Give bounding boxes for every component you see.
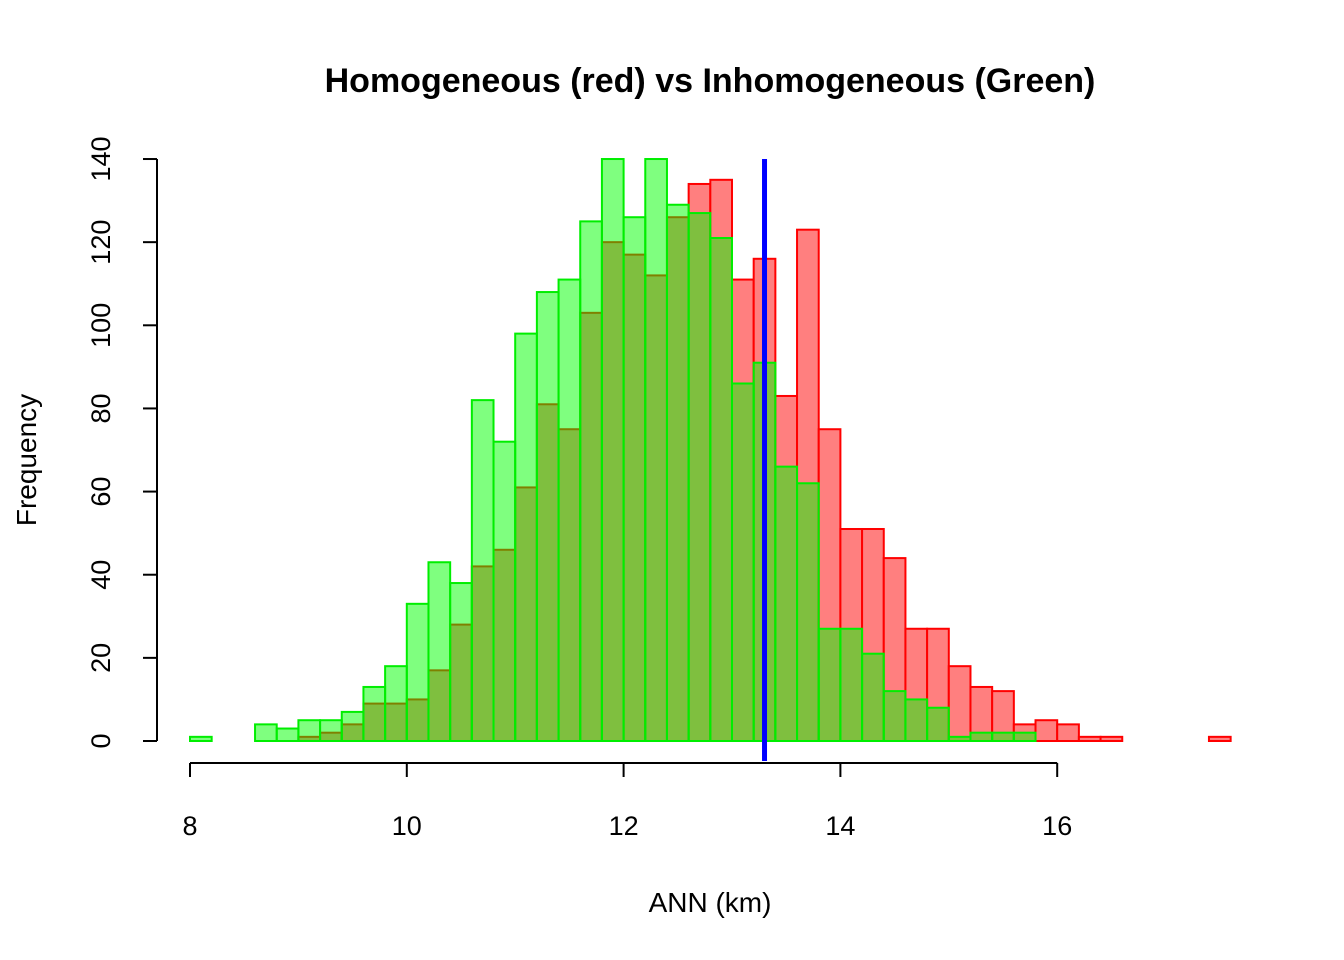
inhomogeneous-bar [297,719,322,743]
y-tick-label: 120 [86,220,116,265]
homogeneous-bar [1034,719,1059,743]
y-tick-label: 140 [86,136,116,181]
inhomogeneous-bar [275,727,300,742]
y-axis-label: Frequency [11,394,42,526]
inhomogeneous-bar [861,652,885,742]
inhomogeneous-series [189,158,1037,743]
y-tick-label: 80 [86,393,116,423]
homogeneous-bar [1077,735,1102,743]
inhomogeneous-bar [687,212,712,743]
inhomogeneous-bar [492,440,517,742]
inhomogeneous-bar [600,158,625,742]
inhomogeneous-bar [882,690,907,743]
inhomogeneous-bar [665,203,690,742]
x-tick-label: 10 [392,811,422,841]
y-tick-label: 60 [86,477,116,507]
inhomogeneous-bar [926,706,950,743]
inhomogeneous-bar [709,237,734,743]
homogeneous-bar [947,665,972,743]
inhomogeneous-bar [817,627,842,742]
inhomogeneous-bar [340,710,365,743]
inhomogeneous-bar [427,561,452,743]
inhomogeneous-bar [969,731,994,742]
x-tick-label: 14 [825,811,855,841]
x-axis: 8 10 12 14 16 [182,762,1072,841]
y-tick-label: 40 [86,560,116,590]
inhomogeneous-bar [904,698,929,742]
inhomogeneous-bar [774,465,799,742]
y-tick-label: 20 [86,643,116,673]
y-axis: 0 20 40 60 80 100 120 140 [86,136,158,749]
x-axis-label: ANN (km) [649,887,772,918]
homogeneous-bar [1056,723,1080,743]
homogeneous-bar [1207,735,1232,743]
y-tick-label: 100 [86,303,116,348]
inhomogeneous-bar [405,602,430,742]
inhomogeneous-bar [449,582,473,742]
inhomogeneous-bar [579,220,603,742]
inhomogeneous-bar [470,399,495,742]
x-tick-label: 16 [1042,811,1072,841]
inhomogeneous-bar [622,216,647,742]
inhomogeneous-bar [362,685,387,742]
y-tick-label: 0 [86,733,116,748]
inhomogeneous-bar [254,723,278,743]
inhomogeneous-bar [1012,731,1037,742]
inhomogeneous-bar [731,382,755,742]
inhomogeneous-bar [319,719,343,743]
inhomogeneous-bar [535,291,560,742]
inhomogeneous-bar [839,627,864,742]
homogeneous-bar [1099,735,1124,743]
x-tick-label: 8 [182,811,197,841]
inhomogeneous-bar [384,665,408,743]
inhomogeneous-bar [514,332,538,742]
inhomogeneous-bar [991,731,1015,742]
inhomogeneous-bar [644,158,668,742]
inhomogeneous-bar [947,735,972,743]
inhomogeneous-bar [796,482,820,742]
inhomogeneous-bar [189,735,213,743]
x-tick-label: 12 [609,811,639,841]
inhomogeneous-bar [557,278,582,742]
chart-title: Homogeneous (red) vs Inhomogeneous (Gree… [325,62,1096,100]
